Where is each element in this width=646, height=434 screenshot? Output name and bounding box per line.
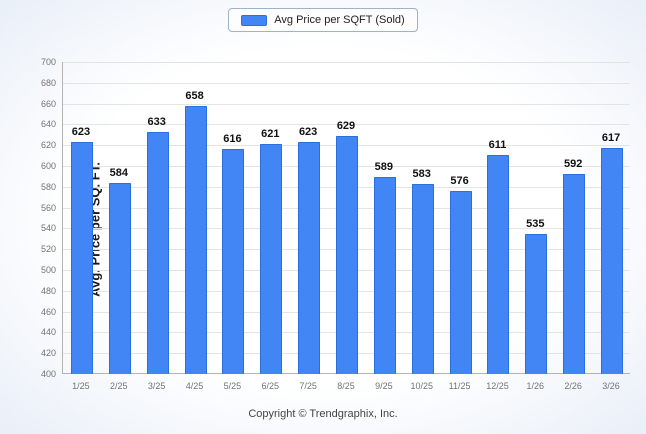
- y-tick-label: 560: [40, 202, 56, 213]
- y-tick-label: 540: [40, 223, 56, 234]
- y-tick-label: 440: [40, 327, 56, 338]
- bar: [449, 190, 472, 374]
- gridline: [63, 82, 630, 84]
- bar-value-label: 629: [336, 119, 356, 132]
- bar-value-label: 592: [564, 158, 583, 171]
- legend-label: Avg Price per SQFT (Sold): [274, 14, 405, 26]
- bar-value-label: 576: [450, 174, 469, 187]
- y-tick-label: 460: [40, 306, 56, 317]
- y-tick-label: 700: [40, 57, 56, 67]
- bar-value-label: 621: [261, 128, 280, 141]
- bar: [108, 182, 131, 374]
- bar-value-label: 589: [374, 161, 394, 174]
- bar-value-label: 616: [223, 133, 242, 146]
- x-tick-label: 11/25: [448, 381, 471, 391]
- bar: [601, 148, 624, 374]
- bar: [184, 105, 207, 374]
- gridline: [63, 103, 630, 105]
- x-tick-label: 2/25: [110, 381, 128, 391]
- copyright-text: Copyright © Trendgraphix, Inc.: [248, 408, 398, 420]
- y-tick-label: 640: [40, 119, 56, 130]
- bar: [373, 177, 396, 374]
- bar-value-label: 623: [71, 126, 91, 139]
- legend-swatch-icon: [241, 14, 268, 26]
- y-tick-label: 660: [40, 98, 56, 109]
- x-tick-label: 8/25: [337, 381, 355, 391]
- x-tick-label: 4/25: [185, 381, 204, 391]
- bar: [563, 174, 586, 374]
- bar: [146, 131, 169, 374]
- bar-value-label: 623: [298, 126, 318, 139]
- y-tick-label: 520: [40, 244, 56, 255]
- y-tick-label: 620: [40, 140, 56, 151]
- x-tick-label: 1/25: [72, 381, 90, 391]
- bar: [336, 135, 358, 374]
- y-tick-label: 680: [40, 77, 56, 88]
- bar: [260, 144, 283, 374]
- gridline: [63, 62, 630, 63]
- bar-value-label: 583: [412, 167, 431, 180]
- bar: [525, 233, 548, 374]
- x-tick-label: 2/26: [564, 381, 582, 391]
- bar-value-label: 658: [185, 89, 204, 102]
- x-tick-label: 3/26: [602, 381, 620, 391]
- bar: [487, 154, 510, 374]
- legend-box: Avg Price per SQFT (Sold): [228, 8, 418, 32]
- x-tick-label: 5/25: [223, 381, 242, 391]
- bar: [298, 142, 321, 374]
- bar-value-label: 584: [109, 166, 128, 179]
- bar-value-label: 535: [526, 217, 545, 230]
- x-tick-label: 6/25: [261, 381, 280, 391]
- y-tick-label: 600: [40, 161, 56, 171]
- x-tick-label: 1/26: [526, 381, 545, 391]
- plot-area: Avg. Price per SQ. FT.: [62, 62, 630, 374]
- x-tick-label: 3/25: [147, 381, 166, 391]
- y-tick-label: 500: [40, 265, 56, 275]
- bar: [411, 183, 434, 374]
- y-tick-label: 420: [40, 348, 56, 359]
- bar-value-label: 617: [601, 132, 621, 145]
- gridline: [63, 124, 630, 126]
- y-tick-label: 400: [40, 369, 56, 379]
- bar: [70, 142, 93, 374]
- y-tick-label: 580: [40, 181, 56, 192]
- x-tick-label: 10/25: [410, 381, 433, 391]
- x-tick-label: 7/25: [299, 381, 317, 391]
- x-tick-label: 12/25: [486, 381, 509, 391]
- legend: Avg Price per SQFT (Sold): [0, 8, 646, 32]
- bar-value-label: 633: [147, 115, 166, 128]
- y-tick-label: 480: [40, 285, 56, 296]
- bar-value-label: 611: [488, 138, 507, 151]
- x-tick-label: 9/25: [375, 381, 393, 391]
- bar-chart: Avg. Price per SQ. FT. 400 420 440 460 480 50…: [0, 52, 646, 402]
- bar: [222, 149, 245, 374]
